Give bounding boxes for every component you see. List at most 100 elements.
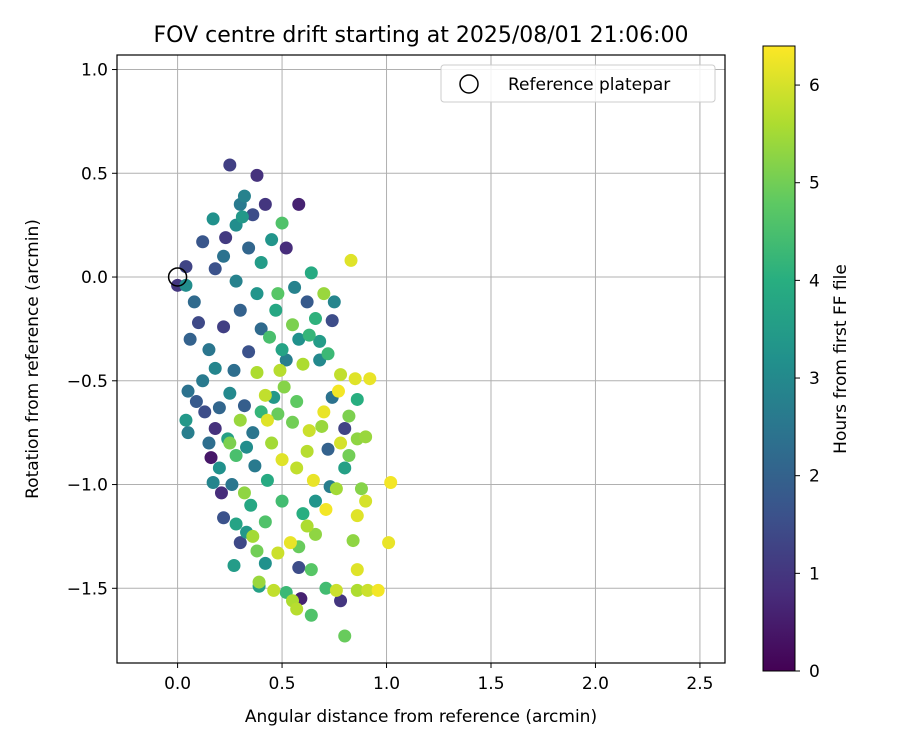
data-point (384, 475, 398, 489)
data-point (260, 473, 274, 487)
data-point (302, 424, 316, 438)
data-point (225, 478, 239, 492)
data-point (179, 260, 193, 274)
data-point (288, 280, 302, 294)
data-point (237, 189, 251, 203)
y-axis-ticks: 1.0 0.5 0.0 −0.5 −1.0 −1.5 (67, 61, 117, 599)
data-point (202, 436, 216, 450)
x-tick-label: 1.5 (477, 674, 504, 694)
data-point (338, 629, 352, 643)
data-point (267, 583, 281, 597)
data-point (363, 372, 377, 386)
x-tick-label: 0.5 (269, 674, 296, 694)
data-point (350, 563, 364, 577)
data-point (344, 253, 358, 267)
data-point (348, 372, 362, 386)
data-point (179, 413, 193, 427)
data-point (327, 295, 341, 309)
data-point (290, 602, 304, 616)
data-point (179, 278, 193, 292)
data-point (250, 544, 264, 558)
data-point (235, 210, 249, 224)
data-point (334, 436, 348, 450)
x-tick-label: 1.0 (373, 674, 400, 694)
data-point (196, 374, 210, 388)
data-point (292, 561, 306, 575)
data-point (317, 287, 331, 301)
colorbar-ticks: 0 1 2 3 4 5 6 (795, 76, 820, 682)
data-point (382, 536, 396, 550)
data-points (171, 158, 398, 643)
data-point (208, 422, 222, 436)
data-point (217, 249, 231, 263)
data-point (354, 482, 368, 496)
data-point (300, 519, 314, 533)
y-tick-label: 1.0 (81, 61, 108, 81)
data-point (223, 436, 237, 450)
data-point (308, 527, 322, 541)
data-point (300, 444, 314, 458)
data-point (265, 436, 279, 450)
y-tick-label: 0.5 (81, 164, 108, 184)
data-point (189, 395, 203, 409)
grid-lines (117, 55, 725, 663)
y-tick-label: −1.0 (67, 476, 108, 496)
data-point (300, 295, 314, 309)
data-point (277, 380, 291, 394)
data-point (181, 384, 195, 398)
legend-reference-icon (459, 74, 479, 94)
data-point (196, 235, 210, 249)
data-point (317, 405, 331, 419)
data-point (271, 546, 285, 560)
y-axis-label: Rotation from reference (arcmin) (23, 219, 43, 499)
y-tick-label: −0.5 (67, 372, 108, 392)
data-point (233, 303, 247, 317)
data-point (191, 316, 205, 330)
data-point (242, 345, 256, 359)
data-point (187, 295, 201, 309)
data-point (219, 231, 233, 245)
data-point (183, 332, 197, 346)
data-point (206, 212, 220, 226)
colorbar-tick-label: 5 (809, 174, 820, 194)
data-point (371, 583, 385, 597)
data-point (283, 536, 297, 550)
data-point (302, 328, 316, 342)
data-point (329, 583, 343, 597)
data-point (258, 556, 272, 570)
data-point (342, 448, 356, 462)
x-tick-label: 2.0 (582, 674, 609, 694)
data-point (227, 558, 241, 572)
data-point (208, 361, 222, 375)
data-point (346, 534, 360, 548)
colorbar-tick-label: 6 (809, 76, 820, 96)
data-point (250, 365, 264, 379)
data-point (223, 386, 237, 400)
data-point (338, 461, 352, 475)
data-point (237, 399, 251, 413)
data-point (246, 208, 260, 222)
data-point (338, 422, 352, 436)
y-tick-label: −1.5 (67, 579, 108, 599)
data-point (275, 343, 289, 357)
data-point (292, 197, 306, 211)
data-point (258, 197, 272, 211)
data-point (361, 583, 375, 597)
data-point (229, 448, 243, 462)
data-point (275, 216, 289, 230)
data-point (271, 287, 285, 301)
data-point (198, 405, 212, 419)
data-point (304, 563, 318, 577)
data-point (208, 262, 222, 276)
data-point (350, 509, 364, 523)
data-point (292, 332, 306, 346)
data-point (246, 426, 260, 440)
data-point (202, 343, 216, 357)
data-point (254, 322, 268, 336)
x-axis-label: Angular distance from reference (arcmin) (245, 707, 597, 727)
data-point (223, 158, 237, 172)
reference-platepar-marker (167, 267, 188, 287)
data-point (206, 475, 220, 489)
data-point (308, 494, 322, 508)
